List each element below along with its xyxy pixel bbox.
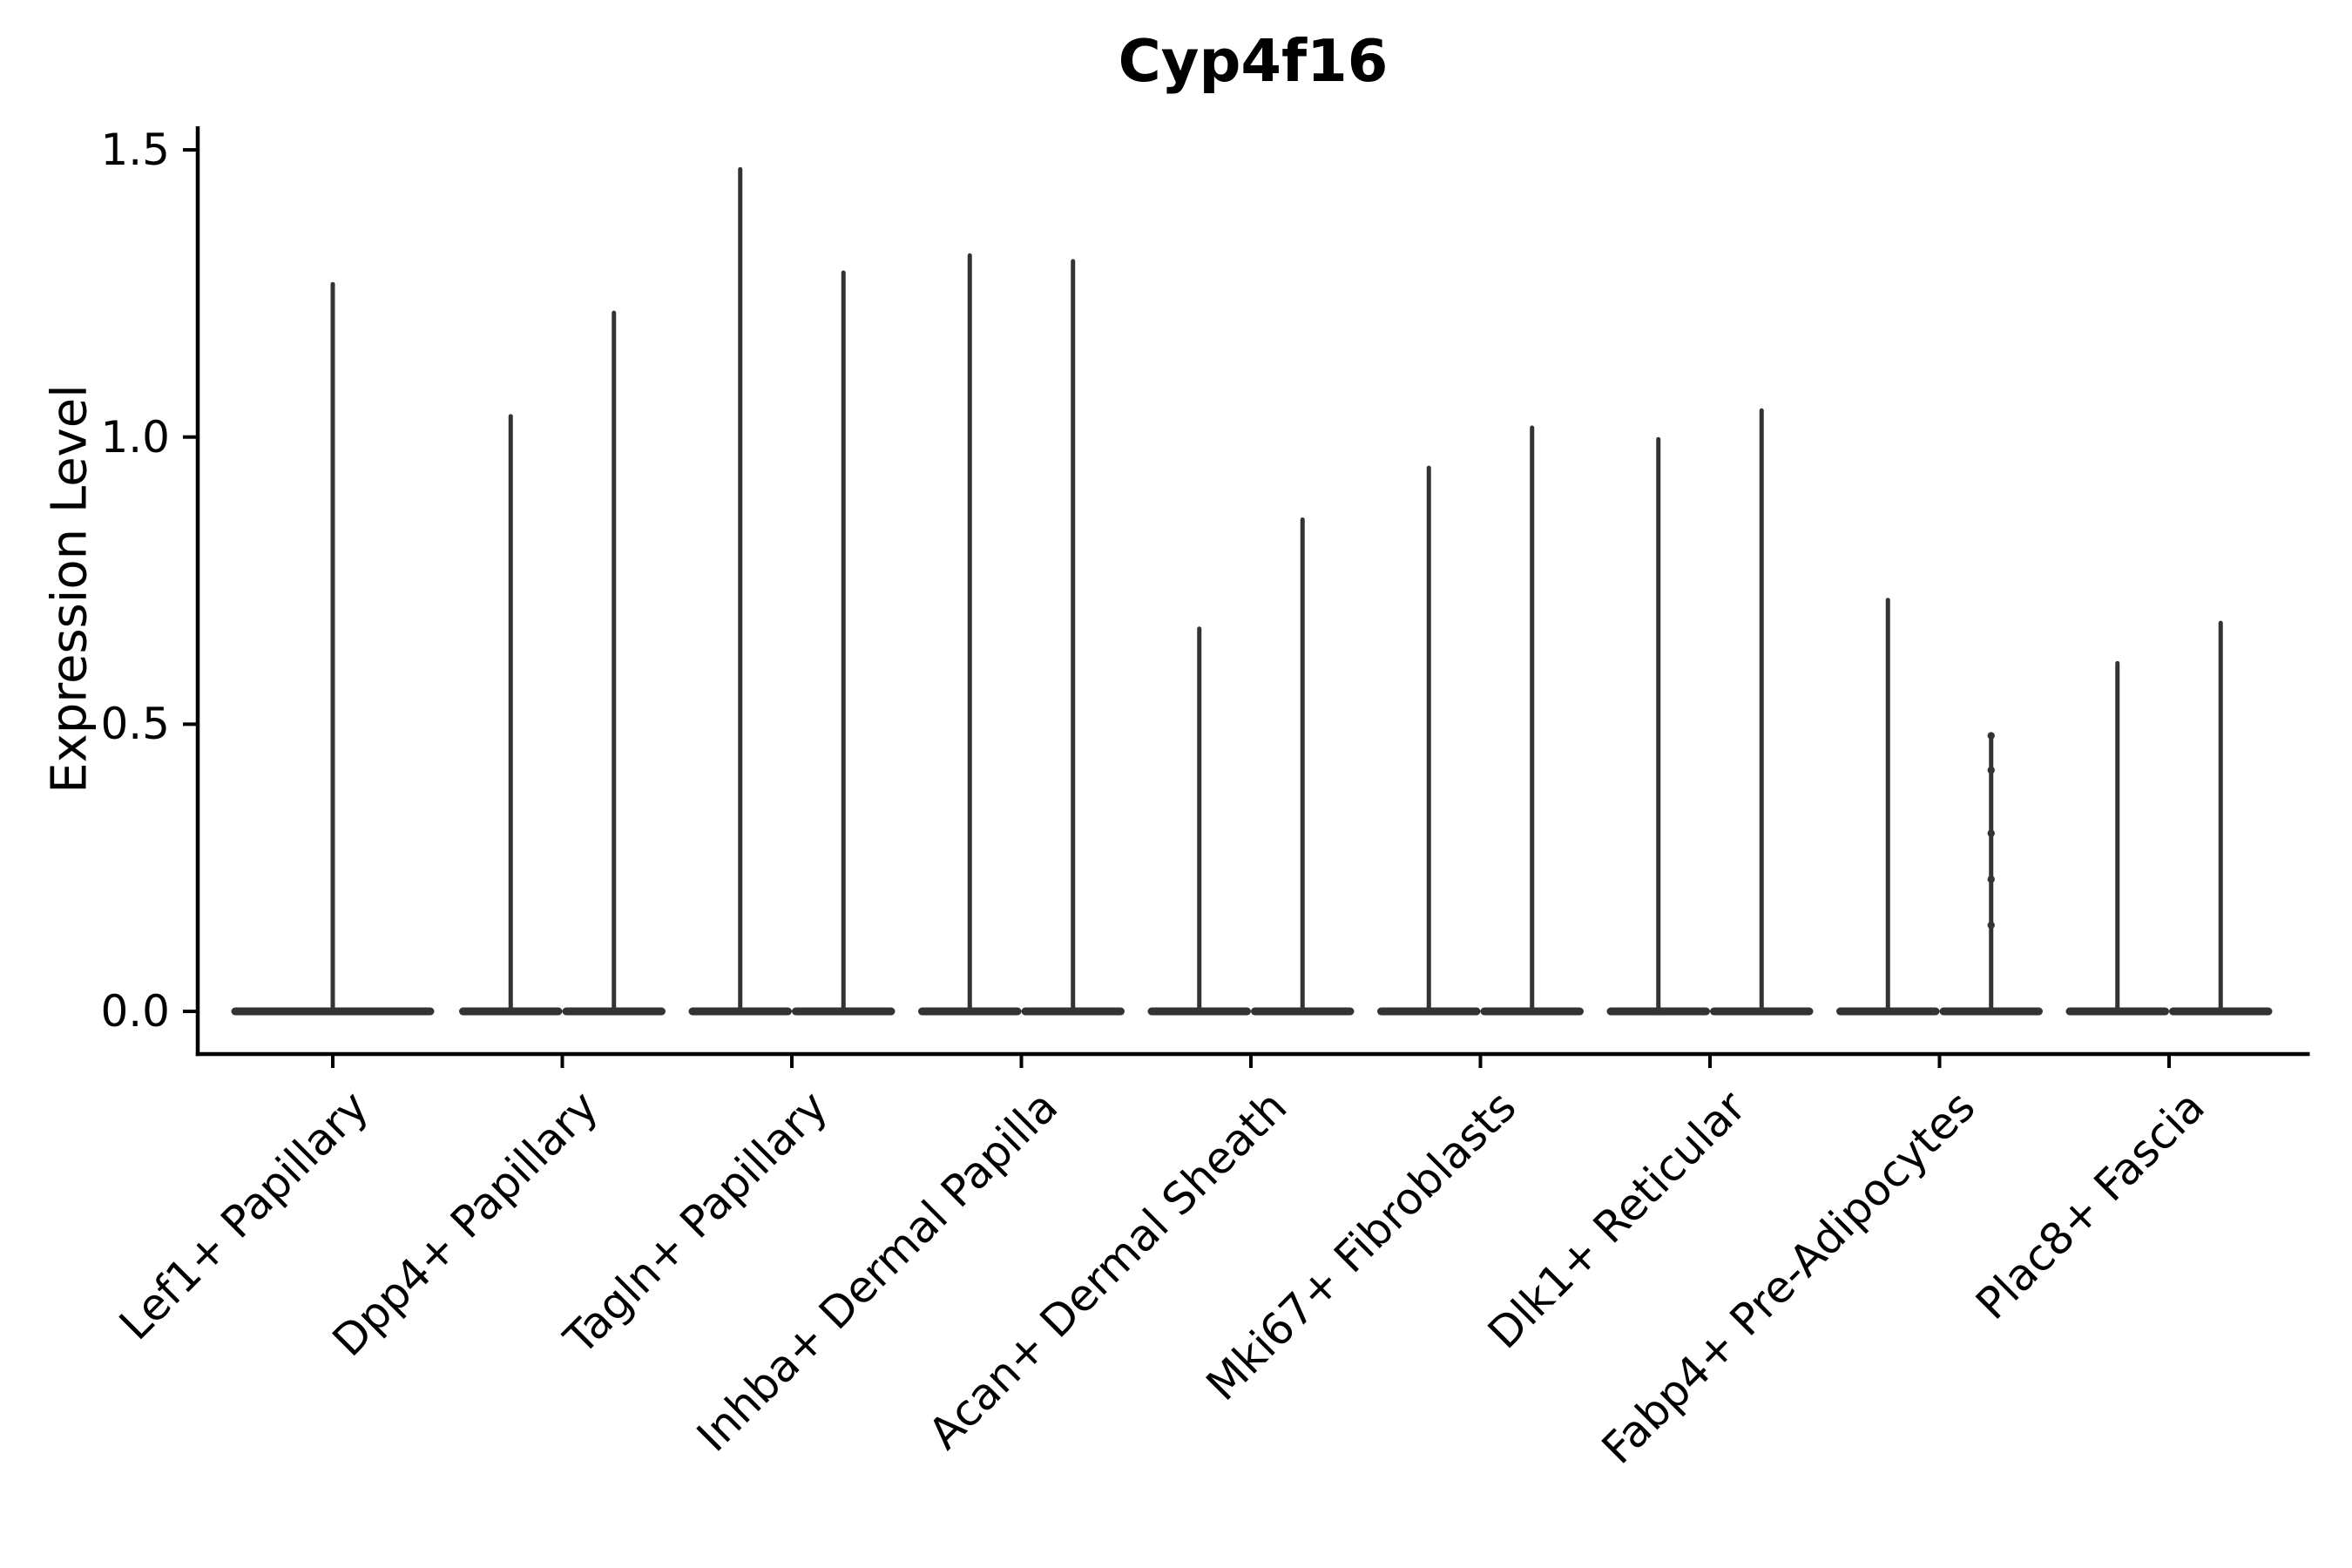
y-tick-mark [183,722,198,727]
y-tick-mark [183,148,198,152]
x-tick-mark [1937,1056,1942,1068]
jitter-point [1987,829,1995,837]
y-tick-label: 1.0 [100,411,170,463]
x-tick-mark [1478,1056,1483,1068]
x-tick-mark [790,1056,794,1068]
x-tick-mark [1019,1056,1024,1068]
x-tick-mark [1249,1056,1253,1068]
y-tick-label: 0.0 [100,986,170,1037]
y-tick-mark [183,1010,198,1013]
x-tick-mark [560,1056,564,1068]
jitter-point [1987,732,1995,740]
x-axis-spine [195,1051,2310,1057]
x-tick-mark [331,1056,335,1068]
y-axis-spine [195,126,200,1057]
plot-title: Cyp4f16 [1118,27,1389,95]
jitter-point [1987,921,1995,929]
jitter-point [1987,766,1995,774]
y-tick-label: 0.5 [100,699,170,750]
x-tick-mark [1708,1056,1712,1068]
jitter-point [1987,875,1995,883]
y-tick-label: 1.5 [100,125,170,176]
y-tick-mark [183,435,198,439]
x-tick-mark [2167,1056,2171,1068]
